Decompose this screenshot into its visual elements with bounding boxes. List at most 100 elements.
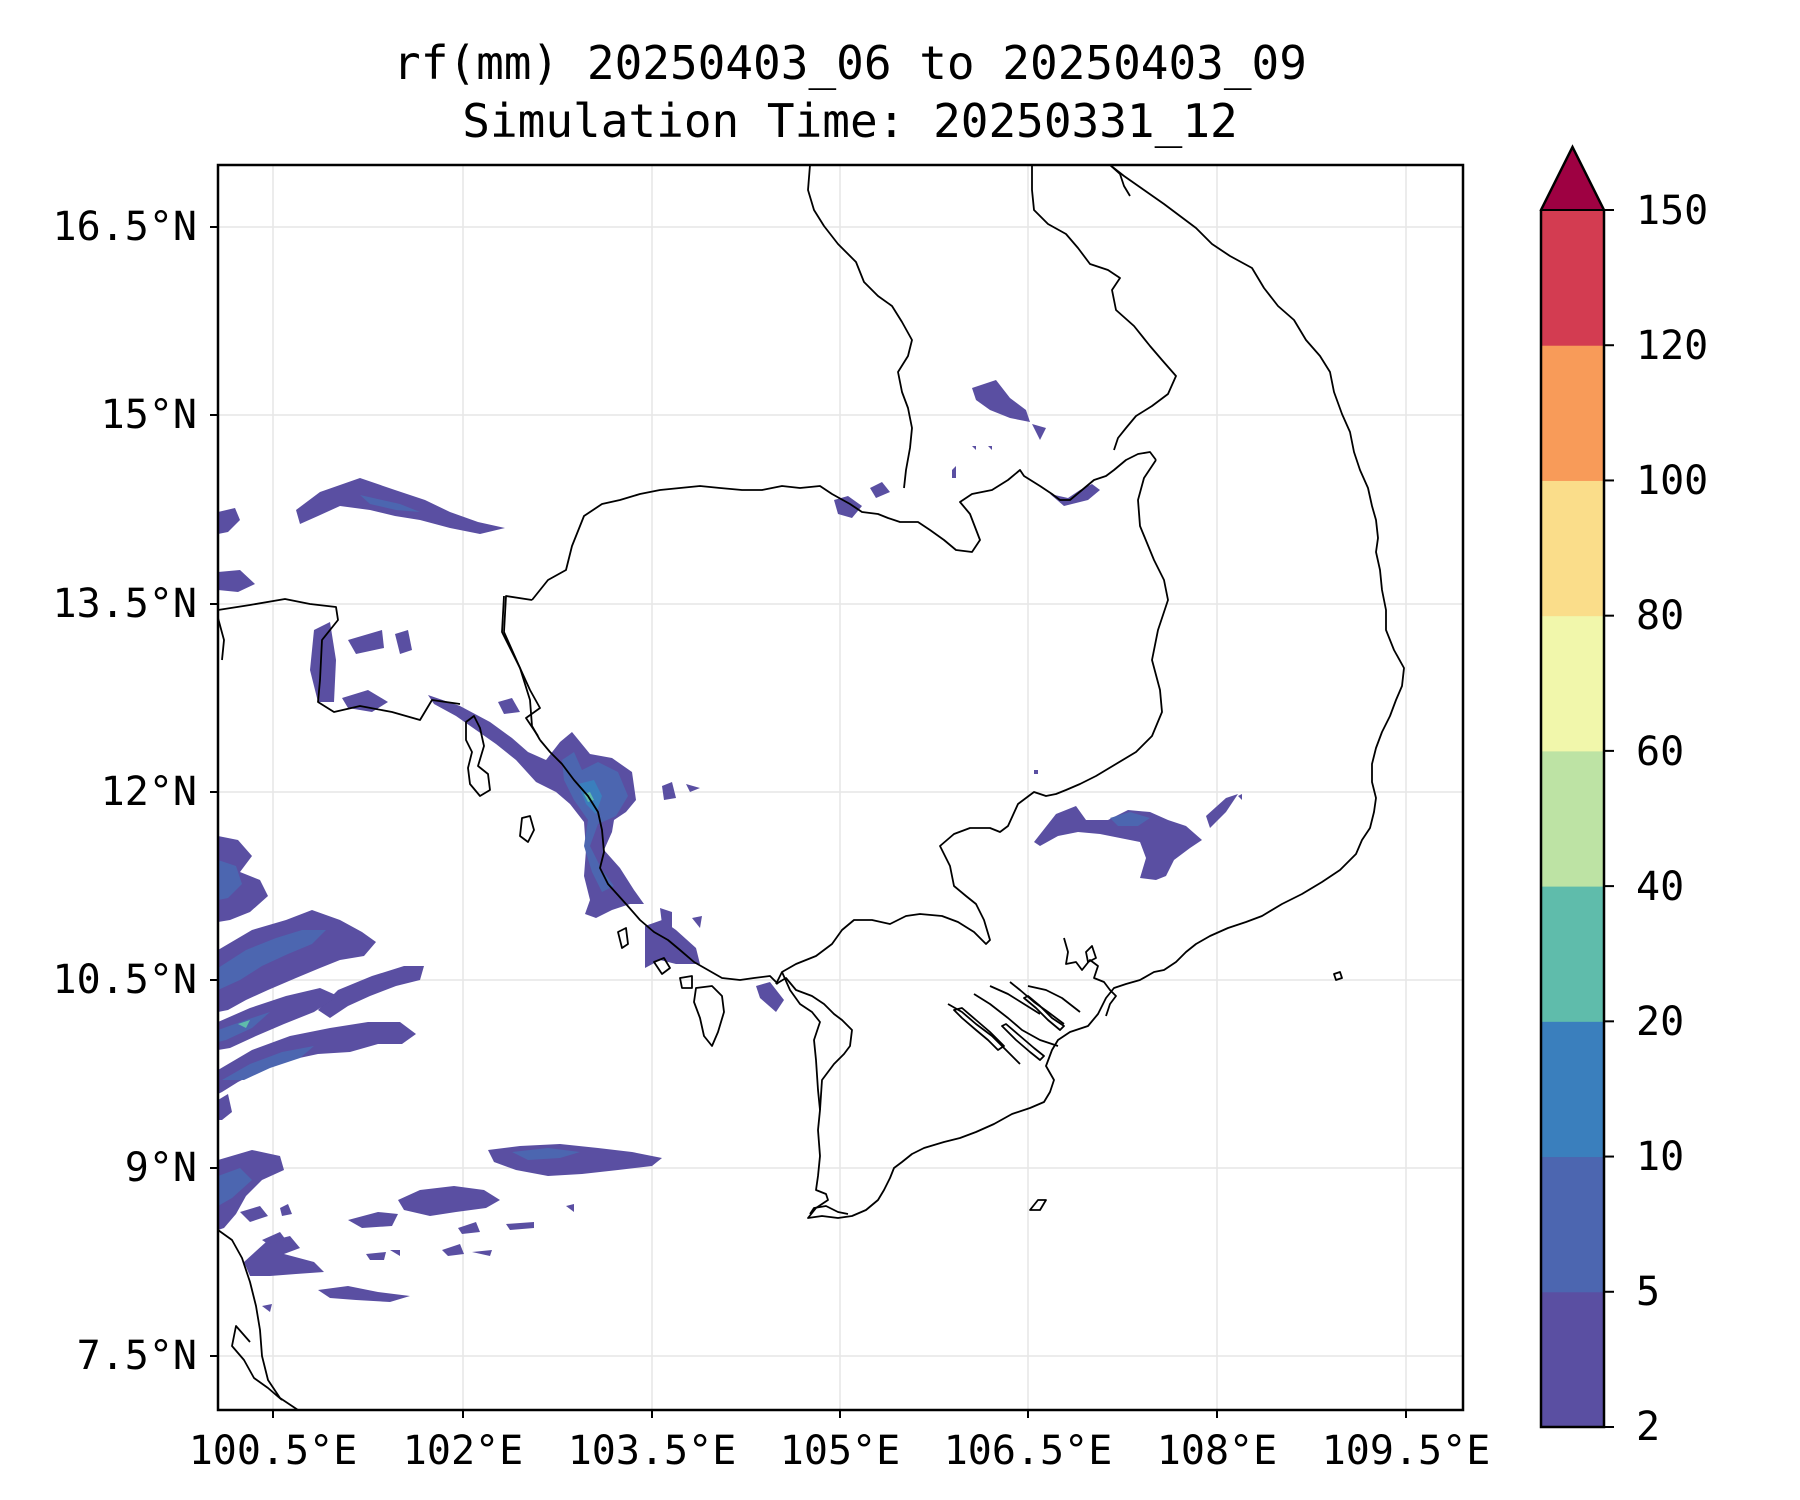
map-title: rf(mm) 20250403_06 to 20250403_09 Simula… (0, 34, 1700, 150)
malay-peninsula (217, 1229, 299, 1411)
rain-patch (952, 466, 956, 478)
rain-patch (348, 1212, 398, 1228)
rain-patch (566, 1204, 574, 1212)
rain-patch (218, 508, 240, 534)
island-small-1 (653, 957, 671, 975)
mekong-delta-channel (947, 1003, 1021, 1065)
rain-patch (398, 1186, 500, 1216)
colorbar-extend-arrow (1539, 144, 1606, 211)
vietnam-laos-north (1109, 164, 1131, 197)
colorbar-label: 100 (1636, 458, 1708, 504)
island-koh-kong (465, 715, 491, 797)
colorbar-label: 80 (1636, 593, 1684, 639)
lon-label: 105°E (780, 1428, 900, 1474)
lat-label: 13.5°N (53, 581, 198, 627)
mekong-delta-channel (973, 993, 1059, 1047)
rain-patch (1110, 812, 1150, 826)
rain-patch (458, 1222, 480, 1234)
rain-patch (318, 1286, 410, 1302)
colorbar-segment (1541, 345, 1604, 481)
colorbar-segment (1541, 615, 1604, 752)
island-con-dao (1029, 1199, 1047, 1211)
delta-coast-strip (953, 1007, 1005, 1051)
colorbar-label: 2 (1636, 1404, 1660, 1450)
rain-patch (390, 1250, 400, 1256)
rain-patch (972, 446, 976, 450)
island-phu-quy (1333, 971, 1343, 981)
rain-patch (218, 570, 255, 592)
delta-coast-strip (1023, 995, 1065, 1031)
mekong-delta-channel (989, 985, 1041, 1015)
gridlines (218, 165, 1463, 1410)
rain-patch (562, 752, 628, 892)
rain-patch (1032, 424, 1046, 440)
title-line-1: rf(mm) 20250403_06 to 20250403_09 (393, 36, 1307, 90)
laos-thailand-border (807, 164, 913, 489)
colorbar-labels: 2 5 10 20 40 60 80 100 120 150 (1636, 188, 1708, 1450)
rain-patch (870, 482, 890, 498)
rain-patch (342, 690, 388, 712)
lat-label: 10.5°N (53, 957, 198, 1003)
rain-patch (488, 1144, 662, 1176)
colorbar: 2 5 10 20 40 60 80 100 120 150 (1539, 144, 1708, 1450)
rain-patch (660, 908, 672, 928)
laos-vietnam-border (1031, 165, 1177, 451)
rain-patch (1238, 794, 1242, 800)
cambodia-coast-east (781, 971, 821, 1111)
rain-patch (218, 1022, 416, 1094)
cambodia-coast (539, 739, 779, 985)
colorbar-segment (1541, 886, 1604, 1022)
colorbar-segment (1541, 1156, 1604, 1293)
colorbar-label: 5 (1636, 1269, 1660, 1315)
lon-label: 106.5°E (944, 1428, 1113, 1474)
lon-label: 108°E (1157, 1428, 1277, 1474)
lon-label: 100.5°E (189, 1428, 358, 1474)
rain-patch (834, 496, 862, 518)
lat-label: 12°N (101, 769, 197, 815)
thailand-cambodia-border (217, 598, 461, 721)
rain-patch (360, 495, 420, 512)
colorbar-segment (1541, 210, 1604, 346)
island-koh-rong (617, 927, 629, 949)
delta-coast-strip (1001, 1023, 1045, 1061)
rain-patch (1034, 806, 1202, 880)
rain-patch (218, 910, 376, 1012)
rain-patch (988, 446, 992, 450)
rain-patch (506, 1222, 534, 1230)
colorbar-label: 10 (1636, 1134, 1684, 1180)
rain-patch (262, 1304, 272, 1312)
rain-patch (972, 380, 1030, 422)
rain-patch (238, 1020, 250, 1028)
colorbar-label: 20 (1636, 999, 1684, 1045)
rain-patch (442, 1244, 464, 1256)
rain-patch (318, 966, 424, 1018)
rain-patch (662, 782, 676, 800)
rain-patch (218, 836, 268, 922)
cambodia-west-border (503, 595, 541, 737)
rain-patch (280, 1204, 292, 1216)
lon-label: 102°E (403, 1428, 523, 1474)
island-phu-quoc (693, 985, 725, 1047)
rain-patch (218, 1094, 232, 1120)
rain-patch (512, 1148, 580, 1160)
coastlines-borders (217, 164, 1405, 1411)
lon-label: 103.5°E (568, 1428, 737, 1474)
colorbar-label: 40 (1636, 864, 1684, 910)
longitude-labels: 100.5°E 102°E 103.5°E 105°E 106.5°E 108°… (189, 1428, 1491, 1474)
vietnam-coast-inlet (1085, 945, 1097, 963)
rain-patch (1034, 770, 1038, 774)
cambodia-east-border (775, 459, 1169, 985)
rain-patch (756, 982, 784, 1012)
rain-patch (1206, 794, 1238, 828)
colorbar-segment (1541, 750, 1604, 887)
cambodia-north-border (531, 451, 1157, 601)
vietnam-coast (775, 164, 1405, 1219)
lon-label: 109.5°E (1322, 1428, 1491, 1474)
rain-patch (692, 916, 702, 928)
rain-patch (472, 1250, 492, 1256)
lat-label: 16.5°N (53, 204, 198, 250)
rain-patch (366, 1252, 386, 1260)
lat-label: 7.5°N (77, 1333, 197, 1379)
axis-ticks (210, 226, 1407, 1418)
